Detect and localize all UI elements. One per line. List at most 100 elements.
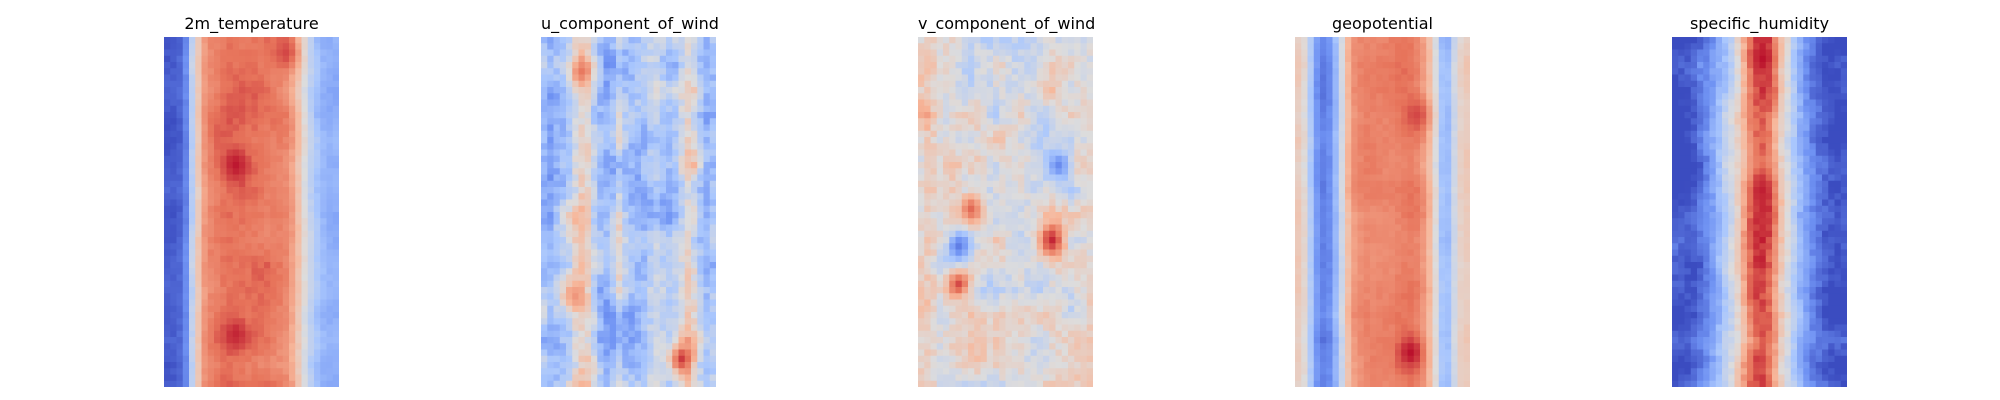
- heatmap-cell: [232, 243, 240, 250]
- heatmap-cell: [709, 199, 716, 207]
- heatmap-cell: [1061, 318, 1069, 325]
- heatmap-cell: [276, 305, 284, 313]
- heatmap-cell: [320, 218, 327, 225]
- heatmap-cell: [307, 337, 315, 344]
- heatmap-cell: [1036, 312, 1044, 319]
- heatmap-cell: [1445, 74, 1452, 82]
- heatmap-cell: [1370, 74, 1377, 82]
- heatmap-cell: [578, 43, 586, 50]
- heatmap-cell: [164, 374, 171, 382]
- heatmap-cell: [1074, 124, 1081, 132]
- heatmap-cell: [1413, 37, 1421, 44]
- heatmap-cell: [999, 355, 1006, 363]
- heatmap-cell: [232, 324, 240, 332]
- heatmap-cell: [559, 362, 567, 369]
- heatmap-cell: [968, 137, 975, 144]
- heatmap-cell: [1061, 218, 1069, 225]
- heatmap-cell: [320, 124, 327, 132]
- heatmap-cell: [1030, 124, 1038, 132]
- heatmap-cell: [164, 262, 171, 269]
- heatmap-cell: [672, 80, 679, 88]
- heatmap-cell: [986, 299, 994, 307]
- heatmap-cell: [314, 99, 321, 107]
- heatmap-cell: [597, 68, 604, 75]
- heatmap-cell: [164, 87, 171, 94]
- heatmap-cell: [320, 299, 327, 307]
- heatmap-cell: [1420, 93, 1427, 100]
- heatmap-cell: [999, 43, 1006, 50]
- heatmap-cell: [597, 249, 604, 257]
- heatmap-cell: [170, 330, 177, 338]
- heatmap-cell: [226, 105, 234, 113]
- heatmap-cell: [936, 74, 944, 82]
- heatmap-cell: [1401, 68, 1408, 75]
- heatmap-cell: [541, 155, 548, 163]
- heatmap-cell: [245, 93, 252, 100]
- heatmap-cell: [1445, 93, 1452, 100]
- heatmap-cell: [697, 205, 704, 213]
- heatmap-cell: [314, 49, 321, 57]
- heatmap-cell: [270, 230, 277, 238]
- heatmap-cell: [1036, 199, 1044, 207]
- heatmap-cell: [597, 255, 604, 263]
- heatmap-cell: [578, 262, 586, 269]
- heatmap-cell: [572, 118, 579, 125]
- heatmap-cell: [176, 49, 184, 57]
- heatmap-cell: [282, 74, 290, 82]
- heatmap-cell: [251, 380, 259, 387]
- heatmap-cell: [609, 199, 617, 207]
- heatmap-cell: [1018, 368, 1025, 375]
- heatmap-cell: [603, 118, 611, 125]
- heatmap-cell: [276, 55, 284, 63]
- heatmap-cell: [572, 355, 579, 363]
- heatmap-cell: [1074, 74, 1081, 82]
- heatmap-cell: [603, 168, 611, 175]
- heatmap-cell: [207, 80, 215, 88]
- heatmap-cell: [986, 318, 994, 325]
- heatmap-cell: [597, 280, 604, 288]
- heatmap-cell: [326, 243, 334, 250]
- heatmap-cell: [634, 137, 642, 144]
- heatmap-cell: [1445, 87, 1452, 94]
- heatmap-cell: [164, 212, 171, 219]
- heatmap-cell: [572, 55, 579, 63]
- heatmap-cell: [541, 137, 548, 144]
- heatmap-cell: [295, 130, 302, 138]
- heatmap-cell: [697, 318, 704, 325]
- heatmap-cell: [603, 62, 611, 69]
- heatmap-cell: [666, 99, 673, 107]
- heatmap-cell: [547, 118, 554, 125]
- heatmap-cell: [332, 37, 339, 44]
- heatmap-cell: [214, 124, 221, 132]
- heatmap-cell: [647, 149, 654, 157]
- heatmap-cell: [559, 137, 567, 144]
- heatmap-cell: [1061, 355, 1069, 363]
- heatmap-cell: [1055, 362, 1063, 369]
- heatmap-cell: [170, 49, 177, 57]
- heatmap-cell: [918, 105, 925, 113]
- heatmap-cell: [1043, 74, 1050, 82]
- heatmap-cell: [697, 174, 704, 182]
- heatmap-cell: [1024, 230, 1031, 238]
- heatmap-cell: [326, 87, 334, 94]
- heatmap-cell: [189, 80, 196, 88]
- heatmap-cell: [653, 68, 661, 75]
- heatmap-cell: [1445, 37, 1452, 44]
- heatmap-cell: [239, 305, 246, 313]
- heatmap-cell: [207, 180, 215, 188]
- heatmap-cell: [603, 374, 611, 382]
- heatmap-cell: [1338, 43, 1346, 50]
- heatmap-cell: [936, 130, 944, 138]
- heatmap-cell: [320, 224, 327, 232]
- heatmap-cell: [239, 162, 246, 169]
- heatmap-cell: [301, 99, 309, 107]
- heatmap-cell: [943, 68, 950, 75]
- heatmap-cell: [1061, 149, 1069, 157]
- heatmap-cell: [326, 93, 334, 100]
- heatmap-cell: [1432, 87, 1440, 94]
- heatmap-cell: [1018, 205, 1025, 213]
- heatmap-cell: [251, 80, 259, 88]
- heatmap-cell: [314, 37, 321, 44]
- heatmap-cell: [332, 74, 339, 82]
- heatmap-cell: [634, 68, 642, 75]
